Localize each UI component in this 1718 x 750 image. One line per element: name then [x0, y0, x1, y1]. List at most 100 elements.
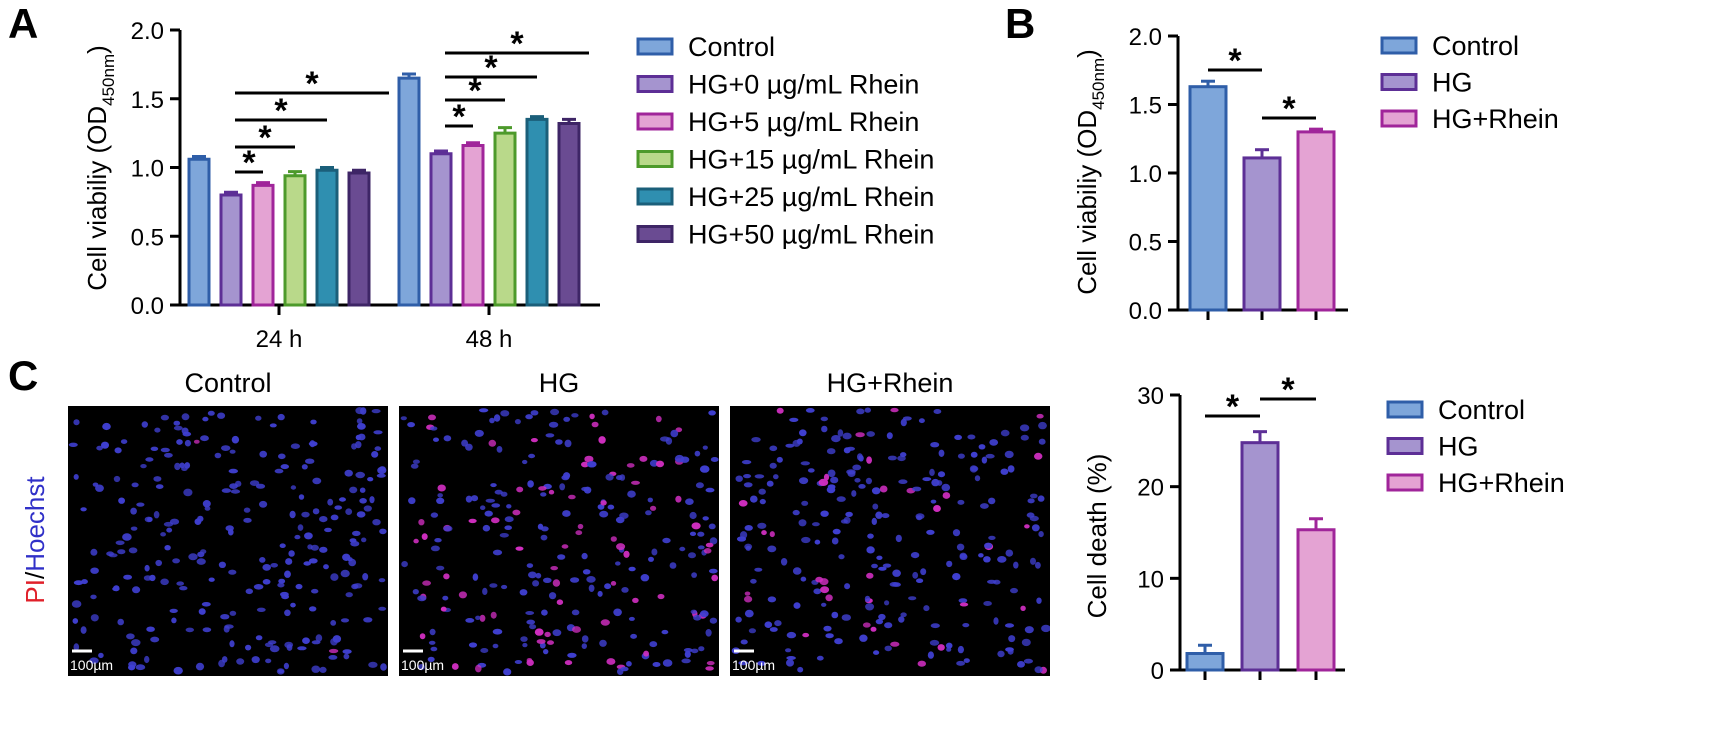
hoechst-nucleus — [670, 429, 679, 438]
hoechst-nucleus — [776, 456, 783, 463]
pi-positive-nucleus — [418, 519, 425, 526]
pi-positive-nucleus — [488, 439, 497, 447]
hoechst-nucleus — [912, 571, 919, 579]
hoechst-nucleus — [684, 650, 691, 658]
hoechst-nucleus — [683, 648, 693, 653]
pi-positive-nucleus — [443, 573, 450, 580]
hoechst-nucleus — [482, 587, 488, 596]
hoechst-nucleus — [886, 432, 893, 440]
hoechst-nucleus — [561, 475, 570, 481]
hoechst-nucleus — [475, 615, 481, 620]
hoechst-nucleus — [470, 495, 479, 502]
hoechst-nucleus — [693, 614, 702, 621]
hoechst-nucleus — [430, 545, 440, 552]
chart-b-significance-0-marker: * — [1228, 42, 1242, 80]
micrograph-title-hg: HG — [539, 368, 580, 398]
hoechst-nucleus — [954, 434, 962, 440]
hoechst-nucleus — [937, 471, 946, 478]
hoechst-nucleus — [194, 518, 202, 525]
chart-a-bar-48-h-hg-25-g-ml-rhein — [525, 117, 549, 307]
hoechst-nucleus — [150, 636, 160, 643]
hoechst-nucleus — [501, 584, 508, 590]
hoechst-nucleus — [229, 483, 239, 489]
hoechst-nucleus — [492, 628, 503, 635]
hoechst-nucleus — [202, 627, 212, 633]
hoechst-nucleus — [956, 543, 965, 551]
hoechst-nucleus — [1019, 424, 1030, 432]
hoechst-nucleus — [352, 530, 361, 537]
hoechst-nucleus — [1037, 495, 1045, 502]
hoechst-nucleus — [269, 423, 277, 428]
pi-positive-nucleus — [572, 626, 581, 633]
hoechst-nucleus — [697, 545, 705, 550]
hoechst-nucleus — [798, 519, 807, 527]
chart-b-viability: Cell viabiliy (OD450nm) 0.00.51.01.52.0 … — [1072, 24, 1559, 325]
pi-positive-nucleus — [491, 517, 500, 524]
hoechst-nucleus — [155, 559, 162, 567]
hoechst-nucleus — [563, 416, 571, 422]
hoechst-nucleus — [363, 505, 372, 512]
hoechst-nucleus — [472, 573, 479, 581]
hoechst-nucleus — [694, 450, 701, 457]
pi-positive-nucleus — [428, 414, 436, 421]
hoechst-nucleus — [709, 537, 718, 545]
chart-b-y-tick-label: 0.0 — [1129, 298, 1162, 325]
hoechst-nucleus — [740, 639, 748, 645]
pi-positive-nucleus — [623, 550, 630, 558]
hoechst-nucleus — [938, 449, 945, 457]
hoechst-nucleus — [662, 659, 673, 667]
pi-positive-nucleus — [547, 640, 554, 645]
hoechst-nucleus — [582, 569, 591, 575]
hoechst-nucleus — [528, 571, 537, 579]
chart-c-legend-swatch-control — [1386, 400, 1424, 419]
hoechst-nucleus — [599, 510, 609, 518]
hoechst-nucleus — [140, 464, 147, 469]
hoechst-nucleus — [562, 510, 571, 517]
chart-b-bar-control — [1188, 85, 1228, 312]
hoechst-nucleus — [228, 569, 237, 575]
hoechst-nucleus — [705, 487, 715, 493]
pi-positive-nucleus — [437, 484, 446, 492]
chart-a-significance-24-h-0-marker: * — [242, 144, 256, 182]
hoechst-nucleus — [315, 634, 323, 642]
pi-positive-nucleus — [561, 544, 569, 549]
hoechst-nucleus — [489, 417, 495, 424]
chart-a-bar-48-h-hg-5-g-ml-rhein — [461, 144, 485, 307]
chart-c-legend-label-hg-rhein: HG+Rhein — [1438, 468, 1565, 498]
hoechst-nucleus — [184, 439, 191, 447]
hoechst-nucleus — [265, 658, 272, 664]
hoechst-nucleus — [311, 665, 321, 673]
chart-b-legend-swatch-hg — [1380, 73, 1418, 91]
hoechst-nucleus — [492, 643, 499, 649]
scale-bar-label-hg: 100µm — [401, 657, 444, 673]
pi-positive-nucleus — [564, 660, 573, 666]
hoechst-nucleus — [243, 517, 252, 523]
hoechst-nucleus — [259, 450, 268, 458]
hoechst-nucleus — [826, 448, 836, 455]
hoechst-nucleus — [202, 500, 211, 508]
hoechst-nucleus — [702, 445, 708, 450]
hoechst-nucleus — [974, 475, 981, 482]
hoechst-nucleus — [548, 421, 559, 428]
pi-positive-nucleus — [744, 591, 751, 596]
hoechst-nucleus — [1008, 635, 1016, 643]
hoechst-nucleus — [285, 558, 293, 565]
micrograph-title-hg-rhein: HG+Rhein — [827, 368, 954, 398]
pi-positive-nucleus — [825, 594, 833, 602]
hoechst-nucleus — [309, 440, 316, 448]
hoechst-nucleus — [356, 418, 363, 424]
chart-c-significance-0-marker: * — [1226, 388, 1240, 426]
hoechst-nucleus — [309, 606, 317, 612]
hoechst-nucleus — [884, 622, 893, 629]
hoechst-nucleus — [898, 616, 905, 623]
pi-positive-nucleus — [516, 486, 524, 493]
hoechst-nucleus — [80, 507, 87, 512]
hoechst-nucleus — [981, 456, 988, 464]
hoechst-nucleus — [183, 488, 193, 497]
hoechst-nucleus — [80, 626, 87, 634]
hoechst-nucleus — [865, 603, 875, 611]
hoechst-nucleus — [302, 637, 310, 644]
hoechst-nucleus — [695, 482, 704, 489]
pi-positive-nucleus — [548, 489, 555, 495]
hoechst-nucleus — [319, 666, 327, 674]
